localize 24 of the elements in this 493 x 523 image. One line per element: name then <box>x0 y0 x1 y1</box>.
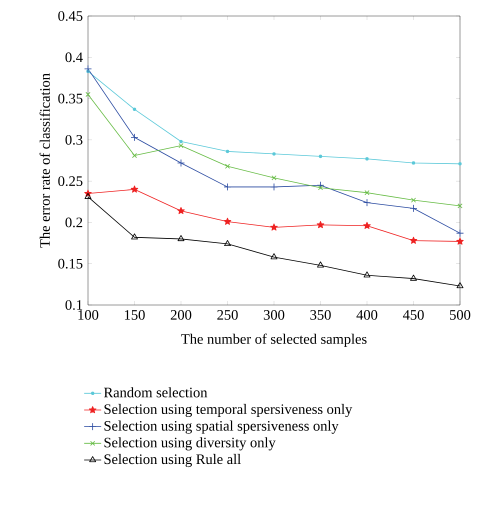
y-tick-label: 0.3 <box>65 134 82 145</box>
legend-label: Selection using spatial spersiveness only <box>104 420 339 434</box>
legend-label: Selection using diversity only <box>104 437 276 450</box>
x-tick-label: 250 <box>217 310 238 320</box>
y-axis-title: The error rate of classification <box>40 73 50 248</box>
legend-label: Random selection <box>104 387 208 398</box>
x-tick-label: 150 <box>124 310 145 320</box>
x-tick-label: 450 <box>402 310 424 320</box>
legend-label: Selection using temporal spersiveness only <box>104 404 352 418</box>
y-tick-label: 0.1 <box>65 300 82 310</box>
x-tick-label: 500 <box>450 310 470 320</box>
y-tick-label: 0.45 <box>58 11 82 21</box>
x-tick-label: 350 <box>310 310 331 320</box>
x-tick-label: 100 <box>78 310 98 320</box>
y-tick-label: 0.4 <box>65 52 83 62</box>
x-axis-title: The number of selected samples <box>181 334 367 347</box>
y-tick-label: 0.15 <box>58 258 82 269</box>
y-tick-label: 0.2 <box>65 218 82 228</box>
x-tick-label: 200 <box>170 310 192 320</box>
y-tick-label: 0.25 <box>58 176 82 186</box>
x-tick-label: 400 <box>356 310 378 320</box>
legend-label: Selection using Rule all <box>104 454 241 468</box>
x-tick-label: 300 <box>264 310 284 320</box>
y-tick-label: 0.35 <box>58 94 82 104</box>
